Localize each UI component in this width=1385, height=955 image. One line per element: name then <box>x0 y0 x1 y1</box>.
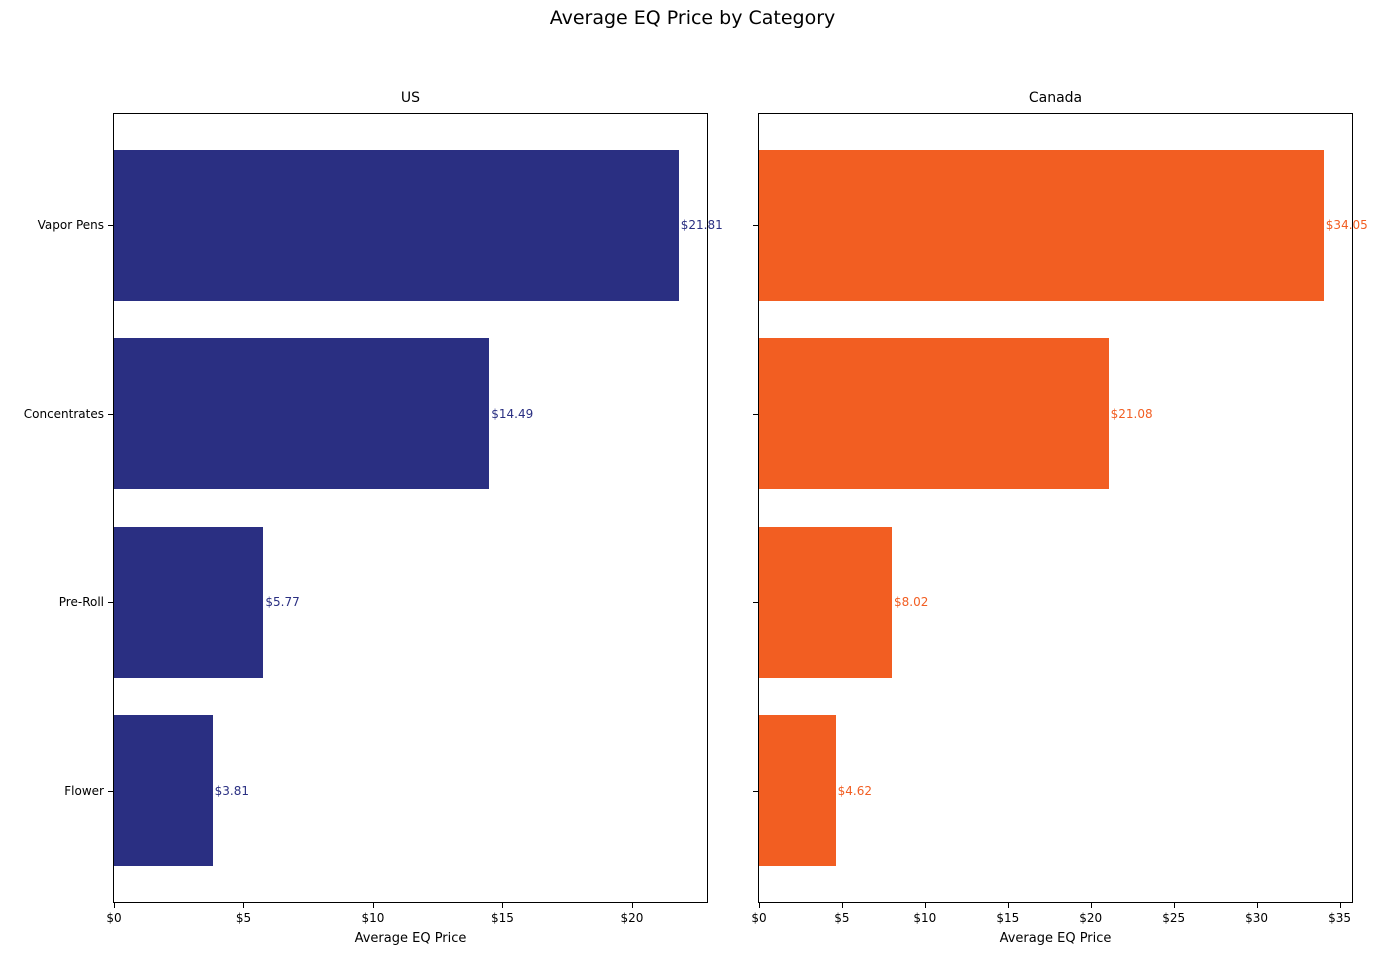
x-tick <box>1007 902 1009 908</box>
subplot-canada: Canada $34.05 $21.08 $8.02 $4.62 $0 $5 $10 $15 $… <box>751 90 1368 946</box>
x-tick <box>1173 902 1175 908</box>
value-label: $4.62 <box>837 783 872 798</box>
plot-area-us: $21.81 Vapor Pens $14.49 Concentrates $5.77 P… <box>24 113 723 925</box>
y-tick-label: Pre-Roll <box>58 595 104 610</box>
x-tick-label: $10 <box>913 911 937 925</box>
x-tick <box>1256 902 1258 908</box>
plot-area-canada: $34.05 $21.08 $8.02 $4.62 $0 $5 $10 $15 $20 $25 $3… <box>751 113 1368 925</box>
bar-flower <box>759 715 836 867</box>
x-tick-label: $20 <box>1079 911 1103 925</box>
value-label: $21.81 <box>680 218 723 233</box>
value-label: $5.77 <box>265 595 300 610</box>
bar-pre-roll <box>114 526 264 678</box>
value-label: $3.81 <box>214 783 250 798</box>
y-tick <box>753 413 759 415</box>
y-tick-label: Vapor Pens <box>37 218 104 233</box>
x-tick <box>372 902 374 908</box>
x-tick <box>114 902 115 908</box>
x-tick <box>502 902 504 908</box>
y-tick-label: Flower <box>64 783 104 798</box>
x-tick-label: $0 <box>751 911 767 925</box>
bar-vapor-pens <box>759 149 1324 301</box>
x-tick-label: $10 <box>361 911 385 925</box>
x-tick <box>243 902 245 908</box>
subplot-title-canada: Canada <box>1028 90 1083 106</box>
x-tick-label: $0 <box>106 911 122 925</box>
value-label: $14.49 <box>491 406 534 421</box>
y-tick <box>108 602 114 604</box>
y-tick-label: Concentrates <box>23 406 104 421</box>
y-tick <box>108 413 114 415</box>
y-tick <box>753 225 759 227</box>
bar-concentrates <box>114 338 490 490</box>
y-tick <box>108 790 114 792</box>
x-tick <box>1090 902 1092 908</box>
x-tick-label: $5 <box>834 911 850 925</box>
x-tick <box>759 902 760 908</box>
y-tick <box>108 225 114 227</box>
x-tick <box>841 902 843 908</box>
subplot-us: US $21.81 Vapor Pens $14.49 Concentrates $5.… <box>24 90 723 946</box>
x-tick <box>924 902 926 908</box>
x-tick-label: $35 <box>1328 911 1351 925</box>
bar-vapor-pens <box>114 149 679 301</box>
x-axis-label-us: Average EQ Price <box>354 931 467 946</box>
x-tick <box>631 902 633 908</box>
x-tick-label: $5 <box>235 911 252 925</box>
x-tick-label: $15 <box>490 911 514 925</box>
x-tick-label: $25 <box>1162 911 1186 925</box>
figure-title: Average EQ Price by Category <box>549 7 836 29</box>
value-label: $8.02 <box>894 595 929 610</box>
y-tick <box>753 790 759 792</box>
bar-flower <box>114 715 213 867</box>
bar-pre-roll <box>759 526 893 678</box>
x-tick-label: $20 <box>620 911 644 925</box>
x-tick <box>1339 902 1341 908</box>
subplot-title-us: US <box>400 90 421 106</box>
x-tick-label: $30 <box>1245 911 1269 925</box>
y-tick <box>753 602 759 604</box>
x-tick-label: $15 <box>996 911 1020 925</box>
value-label: $21.08 <box>1110 406 1153 421</box>
bar-concentrates <box>759 338 1109 490</box>
x-axis-label-canada: Average EQ Price <box>999 931 1112 946</box>
value-label: $34.05 <box>1325 218 1368 233</box>
